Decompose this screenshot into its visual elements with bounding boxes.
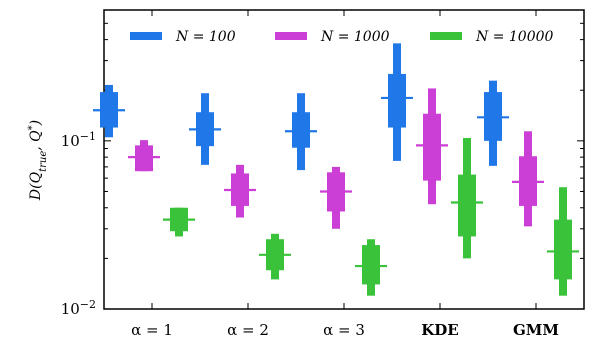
legend-entry-label: N = 1000 [320,29,390,45]
iqr-box [554,219,572,280]
iqr-box [458,174,476,237]
y-axis-label: D(Qtrue, Q*) [27,120,49,201]
x-category-label: α = 1 [131,321,173,339]
y-tick-label: 10−1 [61,129,96,150]
y-tick-label: 10−2 [61,298,96,319]
iqr-box [135,145,153,172]
legend-entry-label: N = 100 [175,29,236,45]
x-category-label: KDE [421,321,458,339]
legend: N = 100 N = 1000 N = 10000 [130,29,554,45]
iqr-box [362,245,380,285]
x-category-label: GMM [513,321,559,339]
legend-entry-label: N = 10000 [475,29,554,45]
iqr-box [423,113,441,181]
series-boxes [93,43,579,296]
plot-area-frame [103,9,585,310]
x-category-label: α = 3 [323,321,365,339]
iqr-box [388,73,406,128]
x-axis: α = 1 α = 2 α = 3 KDE GMM [131,10,559,339]
y-axis: 10−1 10−2 [61,22,584,319]
iqr-box [292,112,310,148]
x-category-label: α = 2 [227,321,269,339]
